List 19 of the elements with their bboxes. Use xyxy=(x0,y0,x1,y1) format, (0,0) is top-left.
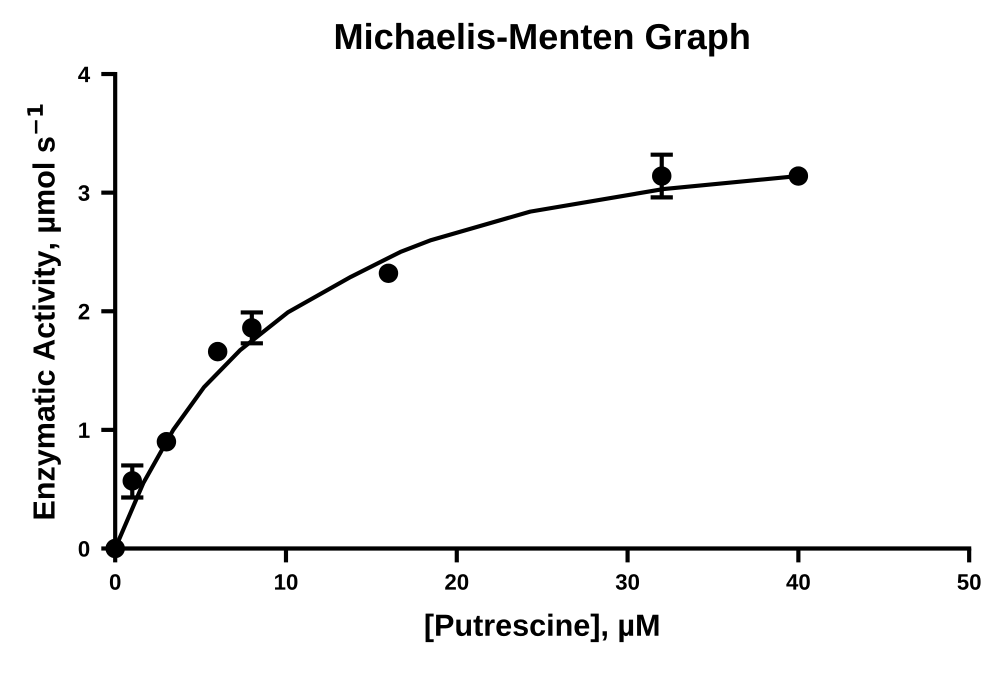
point xyxy=(788,166,808,186)
x-tick-label: 0 xyxy=(110,574,120,590)
y-tick-label: 1 xyxy=(79,422,90,438)
x-tick-label: 20 xyxy=(445,574,468,590)
y-tick-label: 2 xyxy=(78,304,90,320)
x-axis-title: [Putrescine], µM xyxy=(426,614,658,642)
point xyxy=(208,342,228,362)
point xyxy=(156,432,176,452)
y-tick-label: 4 xyxy=(78,66,90,82)
x-tick-label: 50 xyxy=(957,574,981,590)
y-tick-label: 3 xyxy=(78,185,90,201)
y-axis-title: Enzymatic Activity, µmol s$^{−1}$ xyxy=(27,104,61,519)
point xyxy=(105,538,125,558)
chart-title: Michaelis-Menten Graph xyxy=(336,22,749,57)
x-tick-label: 10 xyxy=(275,574,298,590)
point xyxy=(378,264,398,284)
x-tick-label: 40 xyxy=(786,574,810,590)
x-tick-label: 30 xyxy=(616,574,640,590)
y-tick-label: 0 xyxy=(78,541,90,557)
